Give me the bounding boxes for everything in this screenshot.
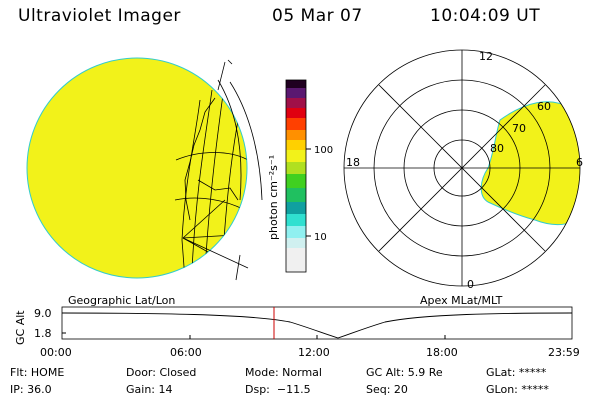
earth-disk bbox=[26, 57, 248, 279]
altitude-curve bbox=[61, 312, 573, 339]
time-tick-0600: 06:00 bbox=[170, 346, 202, 359]
map-overlay-outside bbox=[182, 59, 263, 281]
mlt-6-label: 6 bbox=[576, 156, 583, 169]
mlt-12-label: 12 bbox=[479, 50, 493, 63]
time-tick-2359: 23:59 bbox=[548, 346, 580, 359]
orbit-y-top: 9.0 bbox=[34, 307, 52, 320]
date-label: 05 Mar 07 bbox=[272, 6, 363, 26]
lat-70-label: 70 bbox=[512, 122, 526, 135]
geographic-image bbox=[26, 57, 263, 281]
colorbar-label: photon cm⁻²s⁻¹ bbox=[267, 155, 280, 240]
mode-status: Mode: Normal bbox=[245, 366, 322, 379]
gc-alt-status: GC Alt: 5.9 Re bbox=[366, 366, 443, 379]
geographic-label: Geographic Lat/Lon bbox=[68, 294, 176, 307]
auroral-emission bbox=[480, 101, 580, 226]
lat-60-label: 60 bbox=[537, 100, 551, 113]
seq-status: Seq: 20 bbox=[366, 383, 408, 396]
colorbar-tick-100: 100 bbox=[314, 145, 333, 156]
time-tick-1800: 18:00 bbox=[426, 346, 458, 359]
apex-label: Apex MLat/MLT bbox=[420, 294, 503, 307]
lat-80-label: 80 bbox=[490, 142, 504, 155]
orbit-ylabel: GC Alt bbox=[14, 310, 27, 345]
colorbar-tick-10: 10 bbox=[314, 232, 327, 243]
glat-status: GLat: ***** bbox=[486, 366, 547, 379]
time-label: 10:04:09 UT bbox=[430, 6, 541, 26]
orbit-plot bbox=[61, 306, 573, 340]
gain-status: Gain: 14 bbox=[126, 383, 173, 396]
time-tick-1200: 12:00 bbox=[298, 346, 330, 359]
door-status: Door: Closed bbox=[126, 366, 197, 379]
dsp-status: Dsp: −11.5 bbox=[245, 383, 311, 396]
orbit-y-bottom: 1.8 bbox=[34, 327, 52, 340]
colorbar bbox=[285, 79, 311, 273]
glon-status: GLon: ***** bbox=[486, 383, 549, 396]
mlt-0-label: 0 bbox=[467, 278, 474, 291]
mlt-18-label: 18 bbox=[346, 156, 360, 169]
polar-plot bbox=[343, 49, 581, 287]
time-tick-0000: 00:00 bbox=[40, 346, 72, 359]
flt-status: Flt: HOME bbox=[10, 366, 65, 379]
ip-status: IP: 36.0 bbox=[10, 383, 52, 396]
instrument-title: Ultraviolet Imager bbox=[18, 6, 181, 26]
